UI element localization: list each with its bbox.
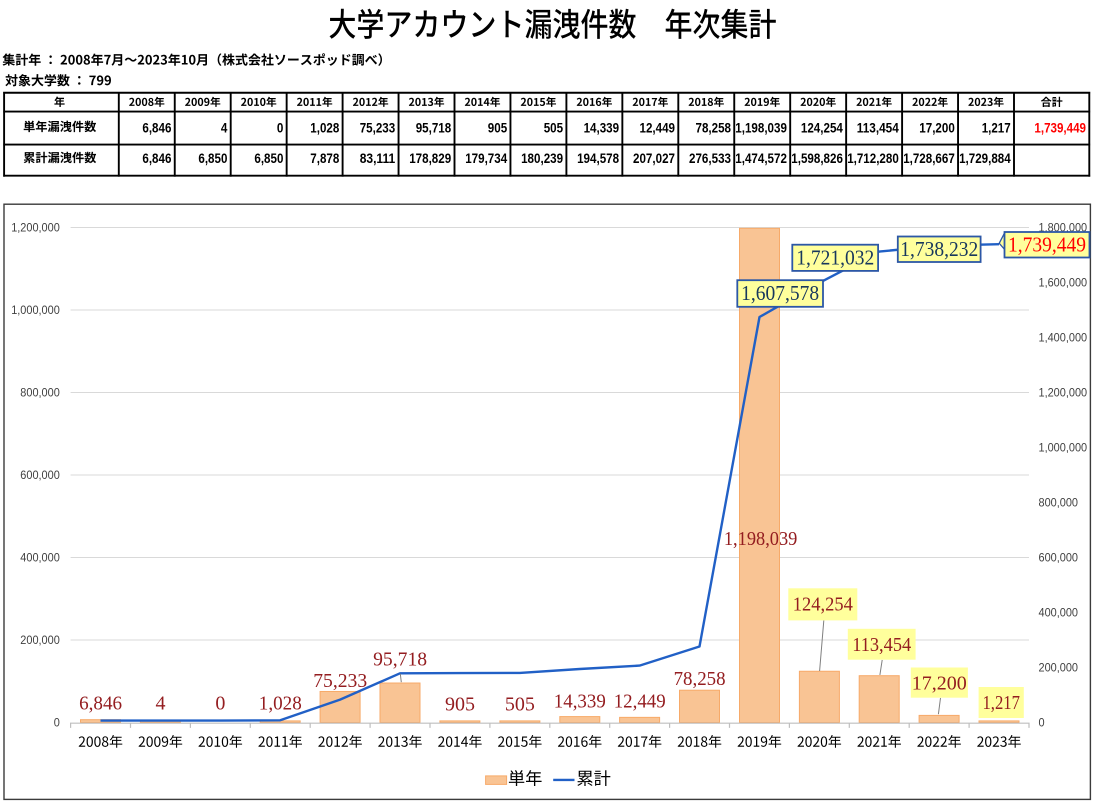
svg-text:1,738,232: 1,738,232 xyxy=(900,237,978,261)
svg-text:14,339: 14,339 xyxy=(554,691,606,713)
svg-text:17,200: 17,200 xyxy=(919,120,955,135)
svg-text:200,000: 200,000 xyxy=(1039,663,1079,675)
svg-text:400,000: 400,000 xyxy=(20,553,60,565)
svg-text:179,734: 179,734 xyxy=(465,151,507,166)
svg-text:600,000: 600,000 xyxy=(1039,553,1079,565)
svg-text:6,846: 6,846 xyxy=(142,151,171,166)
svg-text:1,400,000: 1,400,000 xyxy=(1039,333,1088,345)
svg-text:505: 505 xyxy=(505,693,535,715)
svg-text:1,729,884: 1,729,884 xyxy=(959,151,1011,166)
svg-text:17,200: 17,200 xyxy=(912,673,967,695)
svg-text:0: 0 xyxy=(1039,718,1045,730)
svg-text:95,718: 95,718 xyxy=(373,648,427,670)
svg-text:905: 905 xyxy=(445,693,475,715)
svg-text:1,028: 1,028 xyxy=(310,120,339,135)
svg-text:1,028: 1,028 xyxy=(259,693,302,715)
svg-text:113,454: 113,454 xyxy=(852,634,911,656)
svg-text:1,712,280: 1,712,280 xyxy=(847,151,899,166)
svg-text:276,533: 276,533 xyxy=(689,151,731,166)
svg-text:1,739,449: 1,739,449 xyxy=(1008,232,1086,256)
svg-text:1,739,449: 1,739,449 xyxy=(1034,120,1086,135)
svg-text:600,000: 600,000 xyxy=(20,470,60,482)
svg-text:75,233: 75,233 xyxy=(360,120,396,135)
svg-text:78,258: 78,258 xyxy=(696,120,732,135)
svg-text:95,718: 95,718 xyxy=(416,120,452,135)
svg-text:1,198,039: 1,198,039 xyxy=(724,528,798,550)
svg-text:7,878: 7,878 xyxy=(310,151,339,166)
svg-text:1,474,572: 1,474,572 xyxy=(735,151,787,166)
svg-text:124,254: 124,254 xyxy=(801,120,843,135)
svg-text:0: 0 xyxy=(277,120,284,135)
svg-text:83,111: 83,111 xyxy=(360,151,396,166)
svg-text:12,449: 12,449 xyxy=(614,691,666,713)
svg-text:1,000,000: 1,000,000 xyxy=(11,305,60,317)
svg-text:0: 0 xyxy=(215,693,225,715)
svg-text:1,721,032: 1,721,032 xyxy=(796,245,874,269)
svg-text:4: 4 xyxy=(221,120,228,135)
svg-text:1,200,000: 1,200,000 xyxy=(1039,388,1088,400)
svg-text:1,217: 1,217 xyxy=(982,692,1020,714)
svg-text:194,578: 194,578 xyxy=(577,151,619,166)
svg-text:0: 0 xyxy=(54,718,60,730)
svg-text:400,000: 400,000 xyxy=(1039,608,1079,620)
svg-text:1,198,039: 1,198,039 xyxy=(735,120,787,135)
svg-text:6,846: 6,846 xyxy=(79,693,122,715)
svg-text:6,850: 6,850 xyxy=(198,151,227,166)
svg-text:113,454: 113,454 xyxy=(857,120,899,135)
svg-text:1,217: 1,217 xyxy=(982,120,1011,135)
svg-text:178,829: 178,829 xyxy=(409,151,451,166)
svg-text:1,000,000: 1,000,000 xyxy=(1039,443,1088,455)
svg-text:1,728,667: 1,728,667 xyxy=(903,151,955,166)
svg-text:1,600,000: 1,600,000 xyxy=(1039,278,1088,290)
svg-text:75,233: 75,233 xyxy=(313,670,367,692)
svg-text:180,239: 180,239 xyxy=(521,151,563,166)
svg-text:6,846: 6,846 xyxy=(142,120,171,135)
svg-text:14,339: 14,339 xyxy=(584,120,620,135)
svg-text:800,000: 800,000 xyxy=(20,388,60,400)
svg-text:4: 4 xyxy=(156,693,166,715)
svg-text:905: 905 xyxy=(488,120,508,135)
svg-text:207,027: 207,027 xyxy=(633,151,675,166)
svg-text:124,254: 124,254 xyxy=(793,594,853,616)
svg-text:1,200,000: 1,200,000 xyxy=(11,223,60,235)
svg-text:505: 505 xyxy=(544,120,564,135)
svg-text:1,607,578: 1,607,578 xyxy=(741,281,819,305)
svg-text:78,258: 78,258 xyxy=(674,668,726,690)
svg-text:200,000: 200,000 xyxy=(20,635,60,647)
svg-text:1,598,826: 1,598,826 xyxy=(791,151,843,166)
svg-text:800,000: 800,000 xyxy=(1039,498,1079,510)
svg-text:12,449: 12,449 xyxy=(640,120,676,135)
svg-text:6,850: 6,850 xyxy=(254,151,283,166)
